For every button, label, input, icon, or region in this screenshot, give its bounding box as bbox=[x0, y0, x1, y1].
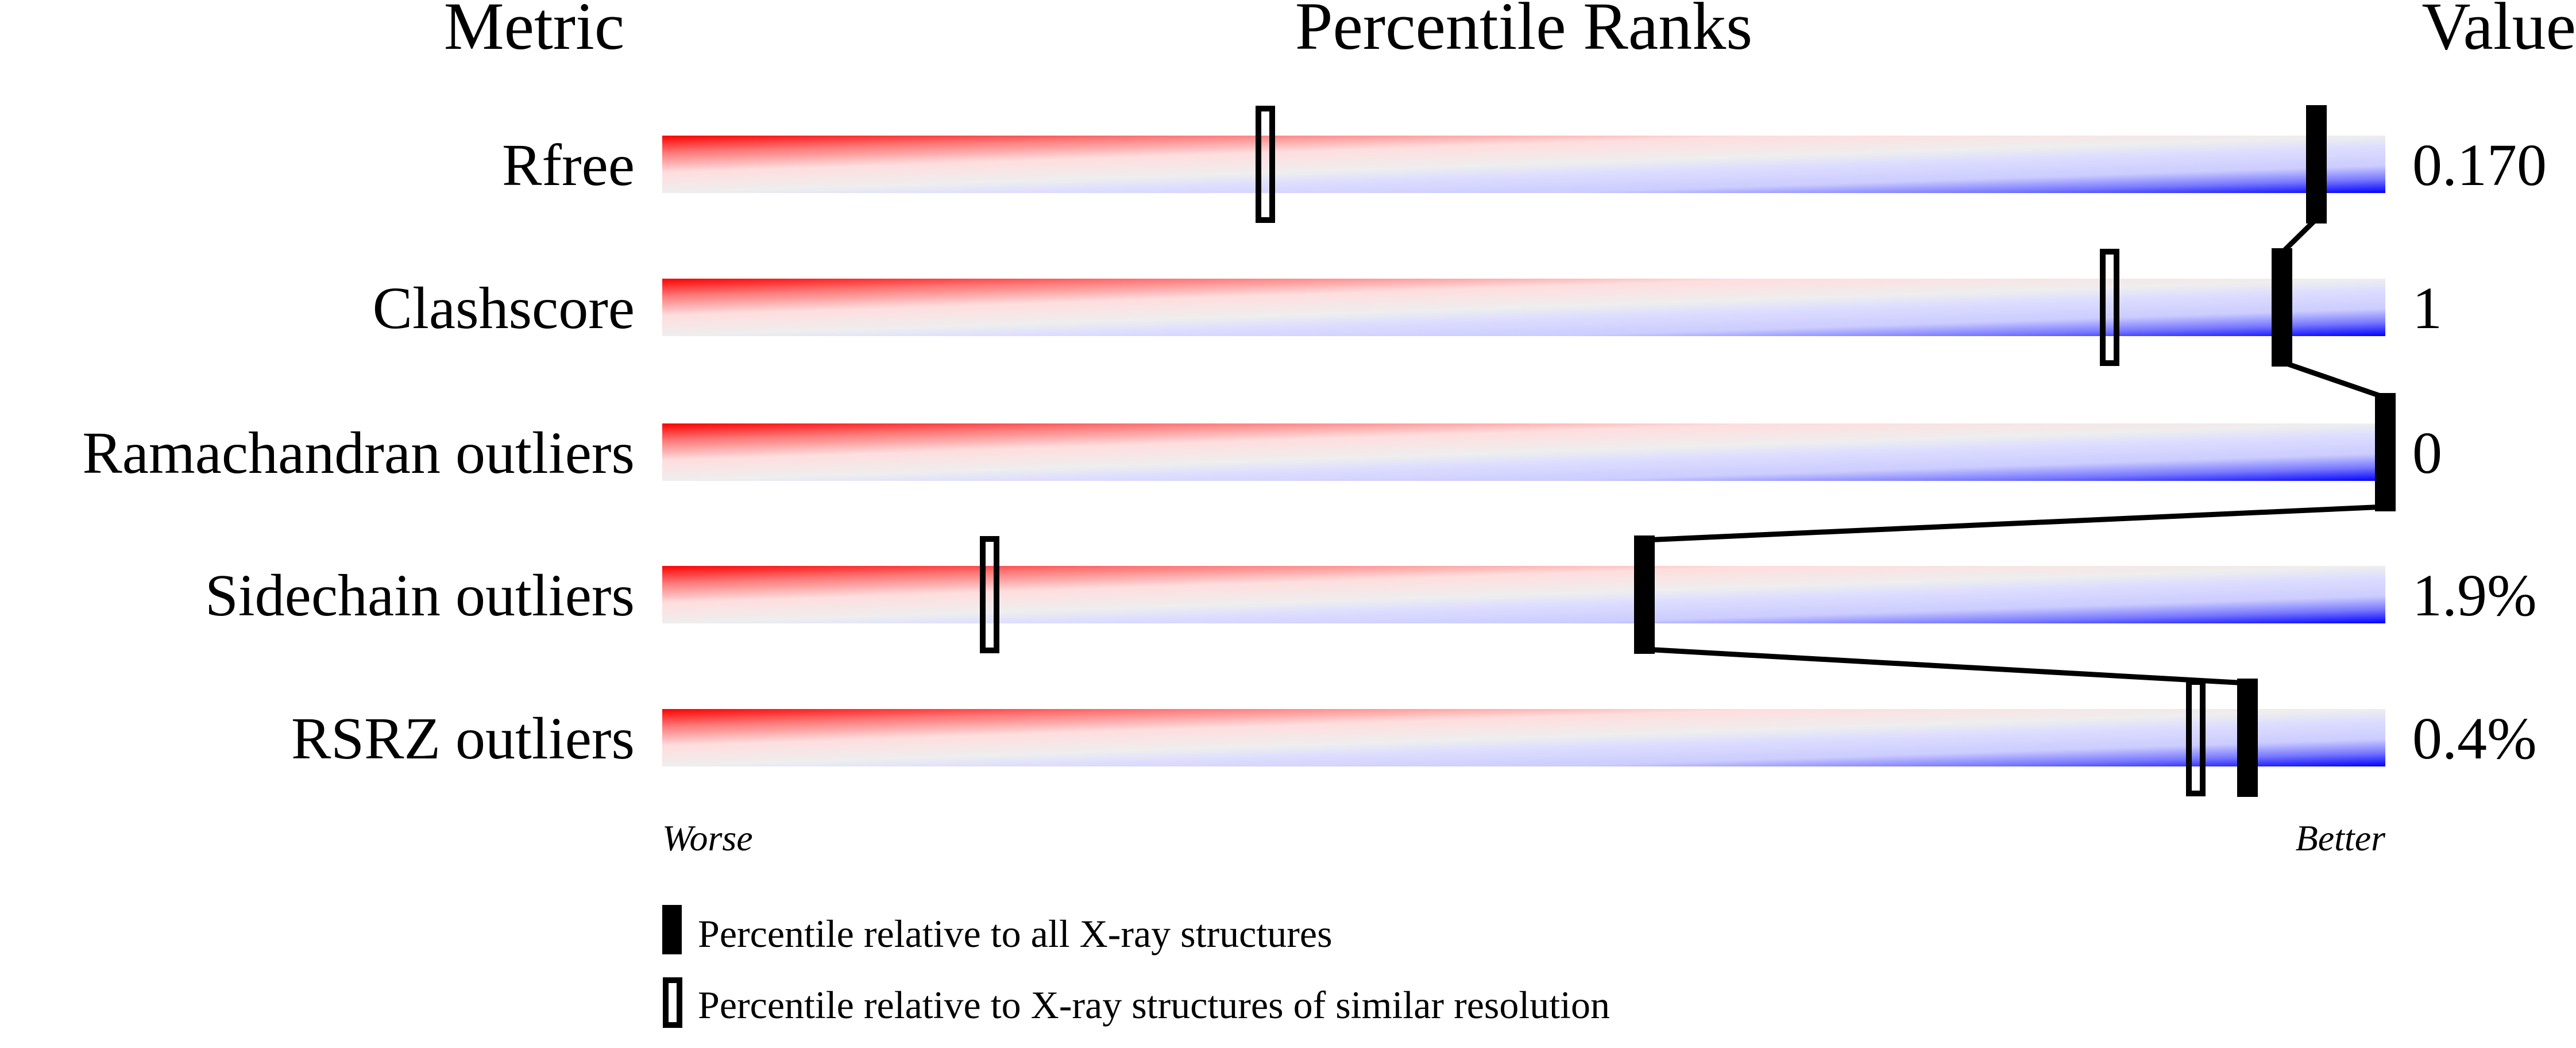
metric-label: Sidechain outliers bbox=[205, 562, 635, 629]
absolute-percentile-marker bbox=[2306, 105, 2327, 224]
legend: Percentile relative to all X-ray structu… bbox=[662, 905, 1610, 1028]
rows: Rfree 0.170 Clashscore 1 Ramachandran outlie… bbox=[82, 105, 2547, 797]
percentile-link bbox=[2280, 217, 2319, 255]
metric-value: 1.9% bbox=[2412, 562, 2537, 629]
absolute-percentile-marker bbox=[1634, 535, 1655, 654]
percentile-link bbox=[1644, 504, 2386, 543]
chart-title: Percentile Ranks bbox=[1295, 0, 1752, 64]
percentile-bar bbox=[662, 423, 2385, 481]
metric-value: 0.170 bbox=[2412, 132, 2547, 198]
metric-label: Rfree bbox=[502, 132, 635, 198]
legend-filled-marker bbox=[662, 905, 682, 954]
metric-label: Clashscore bbox=[373, 275, 635, 341]
percentile-link bbox=[2281, 359, 2386, 400]
absolute-percentile-marker bbox=[2272, 248, 2292, 367]
legend-filled-label: Percentile relative to all X-ray structu… bbox=[698, 912, 1333, 955]
relative-percentile-marker bbox=[1256, 106, 1275, 223]
relative-percentile-marker bbox=[2100, 249, 2119, 366]
percentile-bar bbox=[662, 709, 2385, 766]
percentile-bar bbox=[662, 136, 2385, 193]
absolute-percentile-marker bbox=[2237, 679, 2258, 797]
metric-label: RSRZ outliers bbox=[291, 706, 635, 772]
relative-percentile-marker bbox=[980, 536, 999, 653]
header-metric: Metric bbox=[444, 0, 625, 64]
absolute-percentile-line bbox=[1644, 217, 2386, 686]
header-value: Value bbox=[2421, 0, 2576, 64]
metric-value: 0.4% bbox=[2412, 706, 2537, 772]
legend-open-marker bbox=[663, 977, 682, 1028]
legend-open-label: Percentile relative to X-ray structures … bbox=[698, 983, 1610, 1027]
better-label: Better bbox=[2296, 818, 2386, 858]
metric-label: Ramachandran outliers bbox=[82, 420, 635, 486]
percentile-link bbox=[1644, 646, 2248, 686]
worse-label: Worse bbox=[662, 818, 753, 858]
metric-value: 0 bbox=[2412, 420, 2442, 486]
absolute-percentile-marker bbox=[2375, 393, 2396, 511]
metric-value: 1 bbox=[2412, 275, 2442, 341]
percentile-bar bbox=[662, 566, 2385, 623]
percentile-bar bbox=[662, 279, 2385, 336]
